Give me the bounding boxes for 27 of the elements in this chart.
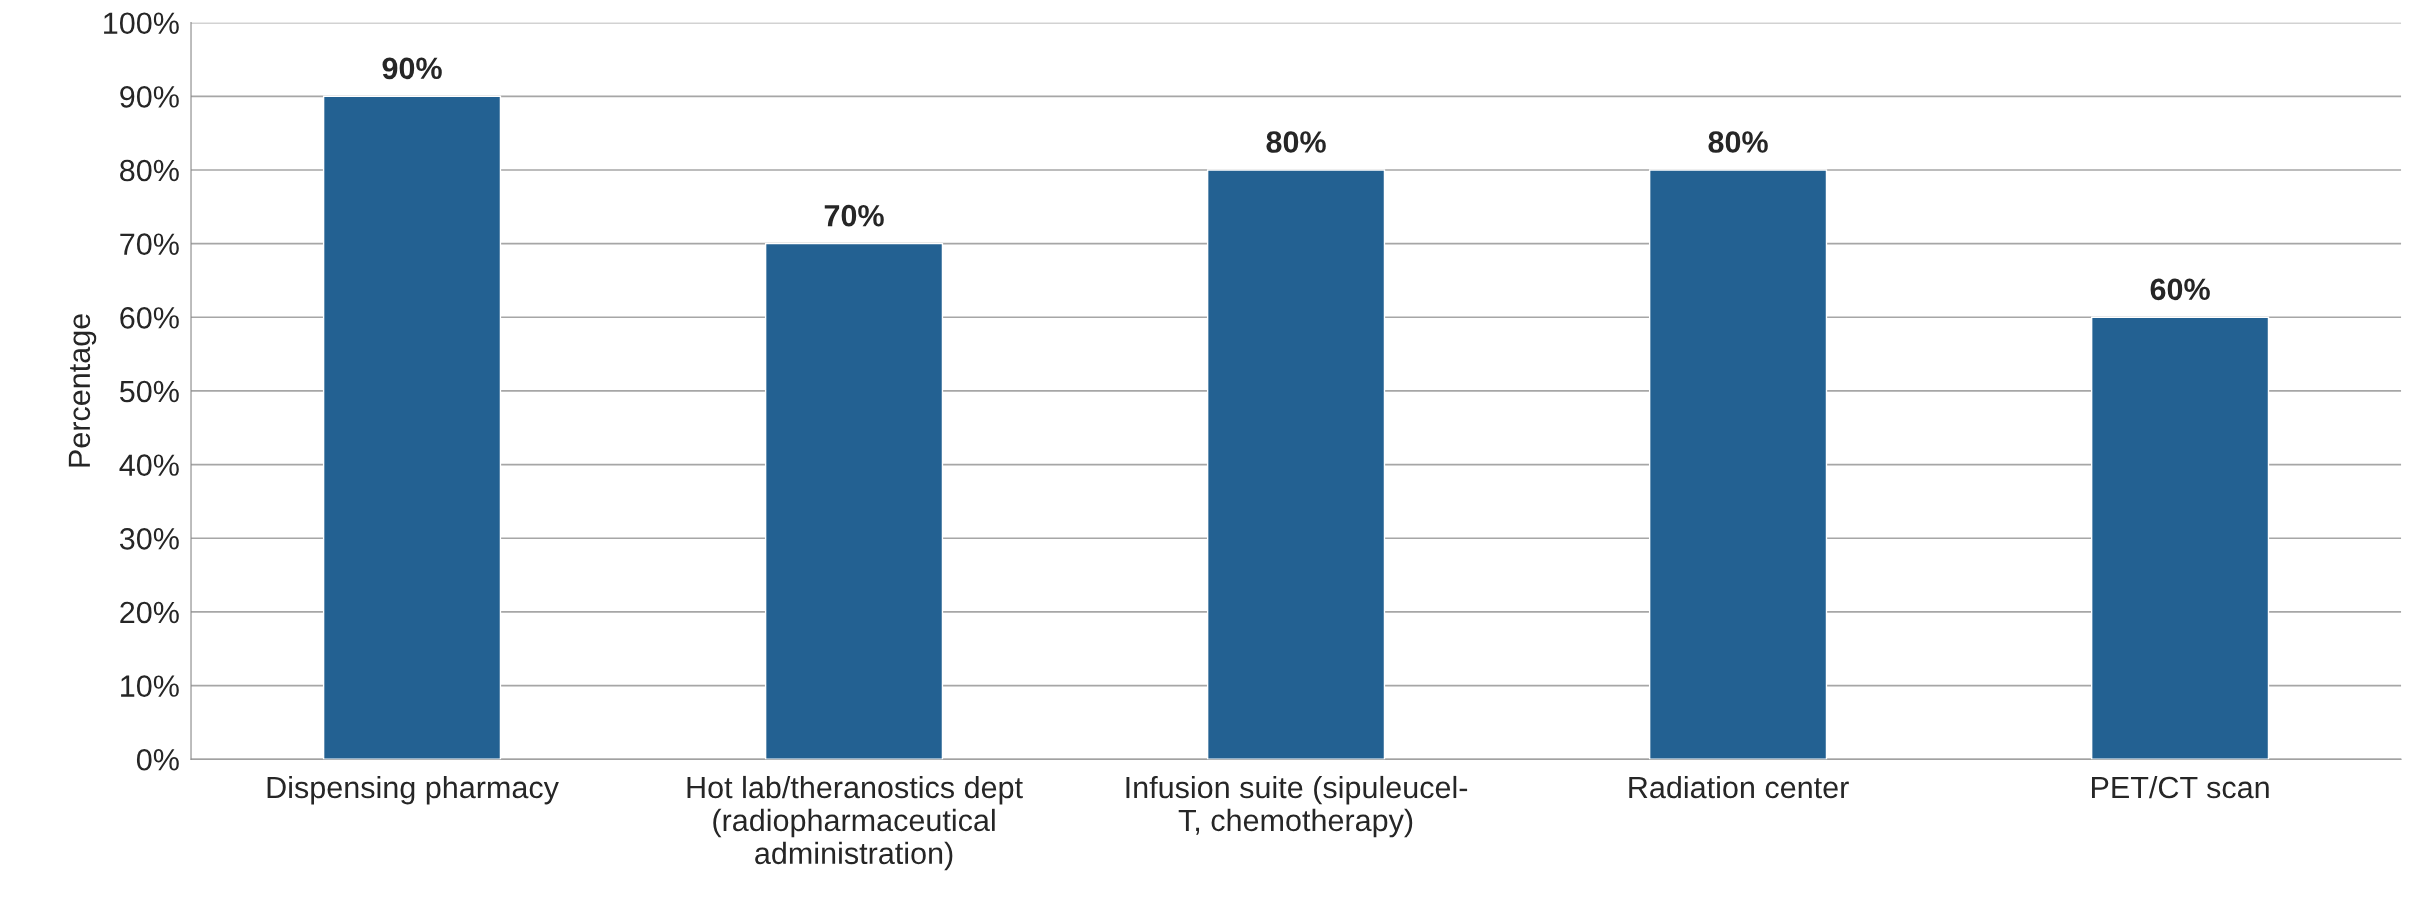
y-tick-label: 80% — [120, 159, 179, 182]
y-tick-label: 10% — [121, 675, 179, 697]
bar — [1206, 169, 1386, 760]
bar — [764, 242, 944, 760]
y-axis-title: Percentage — [68, 314, 97, 467]
y-tick-label: 30% — [119, 527, 179, 550]
data-label: 60% — [2150, 278, 2210, 301]
x-tick-label: PET/CT scan — [2092, 775, 2269, 799]
data-label: 80% — [1266, 131, 1326, 153]
y-tick-label: 60% — [120, 307, 179, 329]
bar — [2090, 316, 2270, 760]
x-tick-label: Hot lab/theranostics dept (radiopharmaceutical administration) — [687, 775, 1023, 871]
y-tick-label: 20% — [120, 601, 179, 624]
bar — [1648, 169, 1828, 760]
y-tick-label: 0% — [136, 748, 179, 771]
y-tick-label: 90% — [120, 86, 179, 108]
y-tick-label: 50% — [119, 380, 179, 403]
y-tick-label: 100% — [104, 12, 179, 35]
data-label: 90% — [382, 57, 442, 80]
x-tick-label: Infusion suite (sipuleucel- T, chemotherapy) — [1126, 775, 1468, 838]
x-tick-label: Dispensing pharmacy — [267, 775, 559, 805]
data-label: 80% — [1708, 131, 1768, 153]
x-tick-label: Radiation center — [1629, 775, 1849, 799]
bar — [322, 95, 502, 760]
data-label: 70% — [824, 204, 884, 227]
y-tick-label: 40% — [119, 454, 179, 476]
y-tick-label: 70% — [120, 233, 179, 255]
